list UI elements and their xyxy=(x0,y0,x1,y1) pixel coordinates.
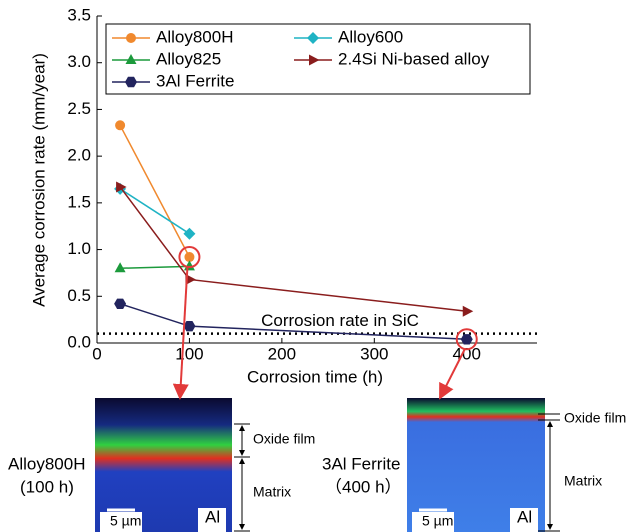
series-line xyxy=(120,187,467,311)
y-tick-label: 1.5 xyxy=(67,192,91,211)
y-tick-label: 3.5 xyxy=(67,5,91,24)
oxide-label: Oxide film xyxy=(564,410,626,426)
x-tick-label: 200 xyxy=(268,344,296,363)
data-point xyxy=(114,299,126,309)
y-tick-label: 1.0 xyxy=(67,239,91,258)
inset-label: Alloy800H xyxy=(8,454,86,473)
legend-label: 3Al Ferrite xyxy=(156,71,234,90)
legend-label: Alloy825 xyxy=(156,49,221,68)
scale-label: 5 µm xyxy=(110,513,141,529)
scale-label: 5 µm xyxy=(422,513,453,529)
data-point xyxy=(115,262,126,272)
inset-label: 3Al Ferrite xyxy=(322,454,400,473)
y-tick-label: 2.5 xyxy=(67,99,91,118)
y-tick-label: 0.0 xyxy=(67,332,91,351)
x-tick-label: 300 xyxy=(360,344,388,363)
legend-label: Alloy600 xyxy=(338,27,403,46)
matrix-label: Matrix xyxy=(253,484,291,500)
element-label: Al xyxy=(205,507,220,526)
y-axis-title: Average corrosion rate (mm/year) xyxy=(29,53,48,307)
y-tick-label: 3.0 xyxy=(67,52,91,71)
series-line xyxy=(120,125,189,257)
matrix-label: Matrix xyxy=(564,473,602,489)
y-tick-label: 0.5 xyxy=(67,286,91,305)
series-line xyxy=(120,189,189,234)
inset-time: （400 h） xyxy=(325,477,402,496)
data-point xyxy=(183,228,195,240)
element-label: Al xyxy=(517,507,532,526)
legend-marker xyxy=(126,33,136,43)
inset-time: (100 h) xyxy=(20,477,74,496)
chart: Alloy800H (100 h) Oxide film Matrix 5 µm… xyxy=(0,0,630,532)
data-point xyxy=(463,306,474,317)
oxide-label: Oxide film xyxy=(253,431,315,447)
x-axis-title: Corrosion time (h) xyxy=(247,367,383,386)
x-tick-label: 400 xyxy=(453,344,481,363)
data-point xyxy=(115,120,125,130)
legend-label: Alloy800H xyxy=(156,27,234,46)
y-tick-label: 2.0 xyxy=(67,146,91,165)
x-tick-label: 100 xyxy=(175,344,203,363)
x-tick-label: 0 xyxy=(92,344,101,363)
legend-label: 2.4Si Ni-based alloy xyxy=(338,49,490,68)
reference-label: Corrosion rate in SiC xyxy=(261,311,419,330)
